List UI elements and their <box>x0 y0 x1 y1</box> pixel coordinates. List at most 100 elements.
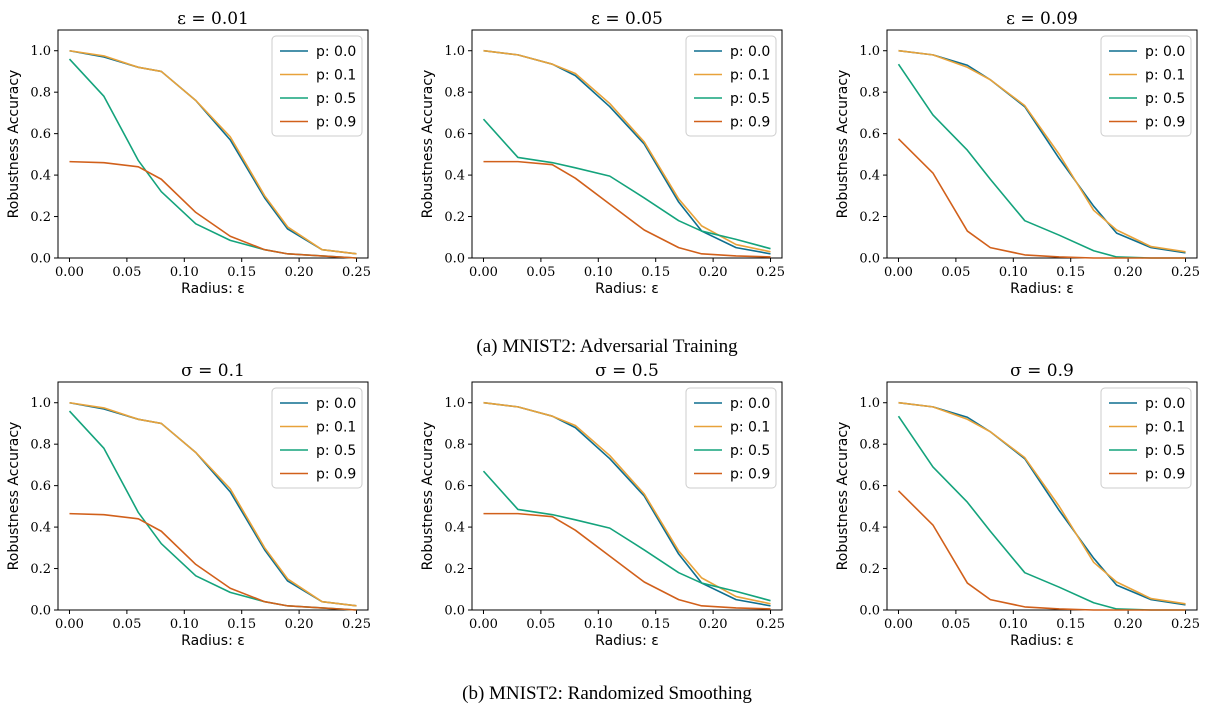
series-line <box>69 512 357 611</box>
x-tick-label: 0.05 <box>526 265 555 280</box>
series-line <box>483 512 771 610</box>
legend: p: 0.0 p: 0.1 p: 0.5 p: 0.9 <box>1100 35 1192 137</box>
y-tick-label: 0.6 <box>859 479 880 494</box>
y-tick-label: 0.8 <box>444 438 465 453</box>
x-tick-label: 0.15 <box>227 265 256 280</box>
caption-b: (b) MNIST2: Randomized Smoothing <box>462 683 752 704</box>
y-tick-label: 0.6 <box>444 479 465 494</box>
y-axis-label: Robustness Accuracy <box>835 70 851 219</box>
chart-panel: ε = 0.01 0.00 0.05 0.10 0.15 0.20 0.25 0.0 0.2 0.… <box>6 9 371 297</box>
y-tick-label: 0.0 <box>30 604 51 619</box>
legend-box <box>1100 387 1192 489</box>
legend-label: p: 0.0 <box>730 44 770 60</box>
y-tick-label: 0.4 <box>859 521 880 536</box>
x-tick-label: 0.10 <box>999 617 1028 632</box>
x-tick-label: 0.10 <box>170 265 199 280</box>
x-tick-label: 0.10 <box>170 617 199 632</box>
x-tick-label: 0.10 <box>584 265 613 280</box>
legend-label: p: 0.1 <box>316 68 356 84</box>
axes-frame <box>471 381 783 611</box>
legend: p: 0.0 p: 0.1 p: 0.5 p: 0.9 <box>685 35 777 137</box>
chart-title: σ = 0.9 <box>1010 361 1074 381</box>
x-tick-label: 0.00 <box>55 265 84 280</box>
x-tick-label: 0.00 <box>469 617 498 632</box>
x-tick-label: 0.15 <box>1056 265 1085 280</box>
y-tick-label: 0.2 <box>444 210 465 225</box>
y-tick-label: 0.0 <box>444 252 465 267</box>
y-tick-label: 0.2 <box>859 210 880 225</box>
x-tick-label: 0.15 <box>227 617 256 632</box>
legend-label: p: 0.1 <box>1145 68 1185 84</box>
y-tick-label: 1.0 <box>859 44 880 59</box>
chart-title: ε = 0.01 <box>177 9 249 29</box>
x-tick-label: 0.20 <box>285 617 314 632</box>
y-tick-label: 0.4 <box>859 169 880 184</box>
series-line <box>69 160 357 259</box>
x-tick-label: 0.25 <box>1171 265 1200 280</box>
x-tick-label: 0.05 <box>526 617 555 632</box>
series-line <box>482 470 771 602</box>
x-tick-label: 0.05 <box>112 265 141 280</box>
x-tick-label: 0.00 <box>884 617 913 632</box>
legend-box <box>685 35 777 137</box>
legend: p: 0.0 p: 0.1 p: 0.5 p: 0.9 <box>685 387 777 489</box>
legend-label: p: 0.9 <box>1145 467 1185 483</box>
axes-frame <box>57 381 369 611</box>
y-tick-label: 0.4 <box>444 169 465 184</box>
x-tick-label: 0.05 <box>941 265 970 280</box>
legend-label: p: 0.9 <box>316 115 356 131</box>
x-axis-label: Radius: ε <box>181 281 245 297</box>
x-tick-label: 0.05 <box>941 617 970 632</box>
y-tick-label: 0.0 <box>859 252 880 267</box>
chart-title: σ = 0.5 <box>595 361 659 381</box>
y-axis-label: Robustness Accuracy <box>6 422 22 571</box>
legend-box <box>271 387 363 489</box>
legend-label: p: 0.9 <box>316 467 356 483</box>
legend-label: p: 0.5 <box>316 91 356 107</box>
legend-label: p: 0.1 <box>316 420 356 436</box>
x-tick-label: 0.25 <box>756 617 785 632</box>
legend-label: p: 0.0 <box>316 396 356 412</box>
y-tick-label: 1.0 <box>30 396 51 411</box>
y-tick-label: 0.6 <box>30 127 51 142</box>
y-axis-label: Robustness Accuracy <box>6 70 22 219</box>
chart-panel: σ = 0.9 0.00 0.05 0.10 0.15 0.20 0.25 0.0 0.2 0.4… <box>835 361 1200 649</box>
x-tick-label: 0.10 <box>999 265 1028 280</box>
x-axis-label: Radius: ε <box>1010 281 1074 297</box>
y-tick-label: 0.2 <box>859 562 880 577</box>
y-tick-label: 0.0 <box>30 252 51 267</box>
chart-title: ε = 0.09 <box>1006 9 1078 29</box>
x-tick-label: 0.25 <box>342 617 371 632</box>
legend-box <box>1100 35 1192 137</box>
legend-label: p: 0.1 <box>1145 420 1185 436</box>
legend-label: p: 0.1 <box>730 420 770 436</box>
series-line <box>898 401 1186 606</box>
series-line <box>69 401 357 607</box>
y-tick-label: 0.8 <box>444 86 465 101</box>
legend: p: 0.0 p: 0.1 p: 0.5 p: 0.9 <box>271 387 363 489</box>
axes-frame <box>57 29 369 259</box>
y-tick-label: 0.8 <box>859 438 880 453</box>
legend-label: p: 0.0 <box>1145 396 1185 412</box>
series-line <box>898 401 1186 605</box>
y-tick-label: 1.0 <box>859 396 880 411</box>
x-tick-label: 0.20 <box>1114 265 1143 280</box>
legend-label: p: 0.5 <box>316 443 356 459</box>
chart-title: ε = 0.05 <box>591 9 663 29</box>
legend-label: p: 0.0 <box>1145 44 1185 60</box>
series-line <box>897 138 1186 259</box>
series-line <box>482 118 771 250</box>
x-tick-label: 0.15 <box>1056 617 1085 632</box>
x-tick-label: 0.05 <box>112 617 141 632</box>
chart-panel: ε = 0.09 0.00 0.05 0.10 0.15 0.20 0.25 0.0 0.2 0.… <box>835 9 1200 297</box>
legend: p: 0.0 p: 0.1 p: 0.5 p: 0.9 <box>1100 387 1192 489</box>
x-tick-label: 0.20 <box>699 617 728 632</box>
legend-label: p: 0.5 <box>730 443 770 459</box>
y-tick-label: 0.6 <box>444 127 465 142</box>
legend-label: p: 0.5 <box>1145 443 1185 459</box>
y-tick-label: 0.4 <box>444 521 465 536</box>
y-tick-label: 0.8 <box>30 438 51 453</box>
legend-label: p: 0.0 <box>730 396 770 412</box>
y-tick-label: 0.2 <box>444 562 465 577</box>
caption-a: (a) MNIST2: Adversarial Training <box>476 336 738 357</box>
